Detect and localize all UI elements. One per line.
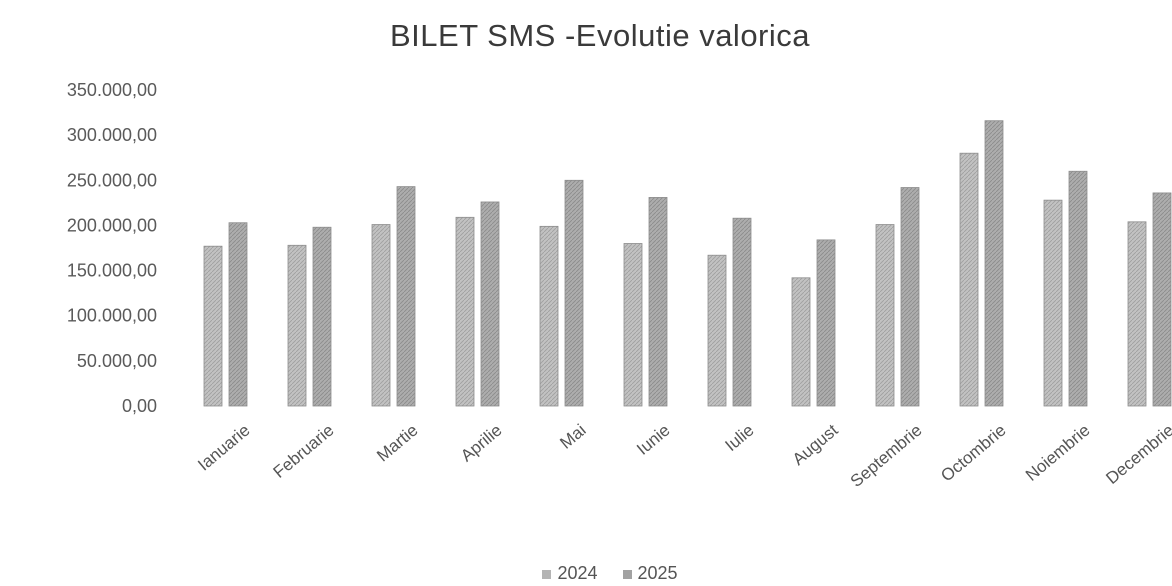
legend-swatch-2025: [622, 569, 632, 579]
x-tick-label: Aprilie: [457, 421, 505, 466]
bar-2024-septembrie: [875, 224, 895, 407]
x-tick-label: Septembrie: [847, 421, 926, 491]
y-axis: 0,00 50.000,00 100.000,00 150.000,00 200.000…: [67, 80, 157, 416]
bar-2024-martie: [371, 224, 391, 407]
legend: 2024 2025: [0, 563, 1172, 584]
y-tick-label: 300.000,00: [67, 125, 157, 145]
x-tick-label: August: [789, 420, 842, 469]
bar-2025-octombrie: [984, 120, 1004, 407]
bar-2025-iulie: [732, 217, 752, 407]
y-tick-label: 200.000,00: [67, 215, 157, 235]
bar-2024-mai: [539, 225, 559, 407]
y-tick-label: 350.000,00: [67, 80, 157, 100]
y-tick-label: 50.000,00: [77, 351, 157, 371]
legend-item-2025: 2025: [622, 563, 678, 584]
y-tick-label: 100.000,00: [67, 306, 157, 326]
x-tick-label: Octombrie: [937, 421, 1009, 486]
bar-2024-iunie: [623, 243, 643, 407]
legend-label-2025: 2025: [637, 563, 678, 583]
x-axis: Ianuarie Februarie Martie Aprilie Mai Iunie Iu…: [194, 420, 1172, 491]
bar-2025-martie: [396, 186, 416, 407]
bar-2024-februarie: [287, 244, 307, 407]
bar-2024-octombrie: [959, 152, 979, 407]
x-tick-label: Iunie: [633, 421, 673, 459]
bar-2024-august: [791, 277, 811, 407]
bar-2024-decembrie: [1127, 221, 1147, 407]
bar-2025-iunie: [648, 197, 668, 407]
bar-2024-iulie: [707, 254, 727, 407]
bar-2024-ianuarie: [203, 245, 223, 407]
x-tick-label: Ianuarie: [194, 421, 253, 475]
y-tick-label: 250.000,00: [67, 170, 157, 190]
x-tick-label: Decembrie: [1102, 421, 1172, 488]
legend-label-2024: 2024: [557, 563, 598, 583]
bar-2025-februarie: [312, 226, 332, 407]
y-tick-label: 0,00: [122, 396, 157, 416]
bar-2025-mai: [564, 179, 584, 407]
legend-swatch-2024: [542, 569, 552, 579]
x-tick-label: Februarie: [270, 421, 338, 482]
x-tick-label: Iulie: [721, 421, 757, 456]
x-tick-label: Mai: [556, 421, 589, 453]
x-tick-label: Martie: [373, 421, 421, 466]
bar-2025-noiembrie: [1068, 170, 1088, 407]
bars: [203, 120, 1172, 407]
bar-2024-aprilie: [455, 216, 475, 407]
bar-2025-aprilie: [480, 201, 500, 407]
y-tick-label: 150.000,00: [67, 261, 157, 281]
bar-2025-august: [816, 239, 836, 407]
bar-2025-ianuarie: [228, 222, 248, 407]
chart-title: BILET SMS -Evolutie valorica: [389, 18, 811, 53]
bar-2024-noiembrie: [1043, 199, 1063, 407]
legend-item-2024: 2024: [542, 563, 597, 584]
x-tick-label: Noiembrie: [1022, 421, 1094, 485]
bar-2025-septembrie: [900, 187, 920, 407]
bar-2025-decembrie: [1152, 192, 1172, 407]
